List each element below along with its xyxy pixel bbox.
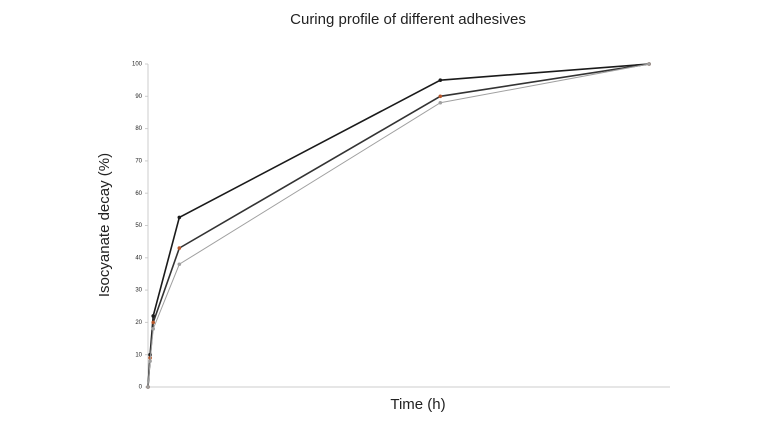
series-line xyxy=(147,63,650,388)
series-marker xyxy=(146,385,150,389)
series-line xyxy=(147,63,650,388)
y-tick-label: 70 xyxy=(135,158,142,164)
y-axis-label: Isocyanate decay (%) xyxy=(96,153,113,297)
series-marker xyxy=(177,246,182,250)
series-marker xyxy=(177,215,182,220)
y-tick-label: 30 xyxy=(135,288,142,294)
series-marker xyxy=(438,100,443,105)
series-marker xyxy=(151,314,156,318)
y-tick-label: 90 xyxy=(135,94,142,100)
series-marker xyxy=(438,94,443,99)
y-tick-label: 40 xyxy=(135,255,142,261)
series-marker xyxy=(151,320,156,325)
y-tick-label: 50 xyxy=(135,223,142,229)
y-tick-label: 20 xyxy=(135,320,142,326)
y-tick-label: 0 xyxy=(139,385,143,391)
series-marker xyxy=(177,262,182,267)
y-tick-label: 60 xyxy=(135,191,142,197)
series-marker xyxy=(647,62,651,66)
x-axis-label: Time (h) xyxy=(390,396,445,413)
y-tick-label: 80 xyxy=(135,126,142,132)
chart-title: Curing profile of different adhesives xyxy=(290,11,526,28)
series-line xyxy=(147,63,650,388)
y-tick-label: 10 xyxy=(135,352,142,358)
series-marker xyxy=(148,359,152,363)
series-marker xyxy=(438,78,443,82)
y-tick-label: 100 xyxy=(132,62,143,68)
series-marker xyxy=(151,327,156,331)
